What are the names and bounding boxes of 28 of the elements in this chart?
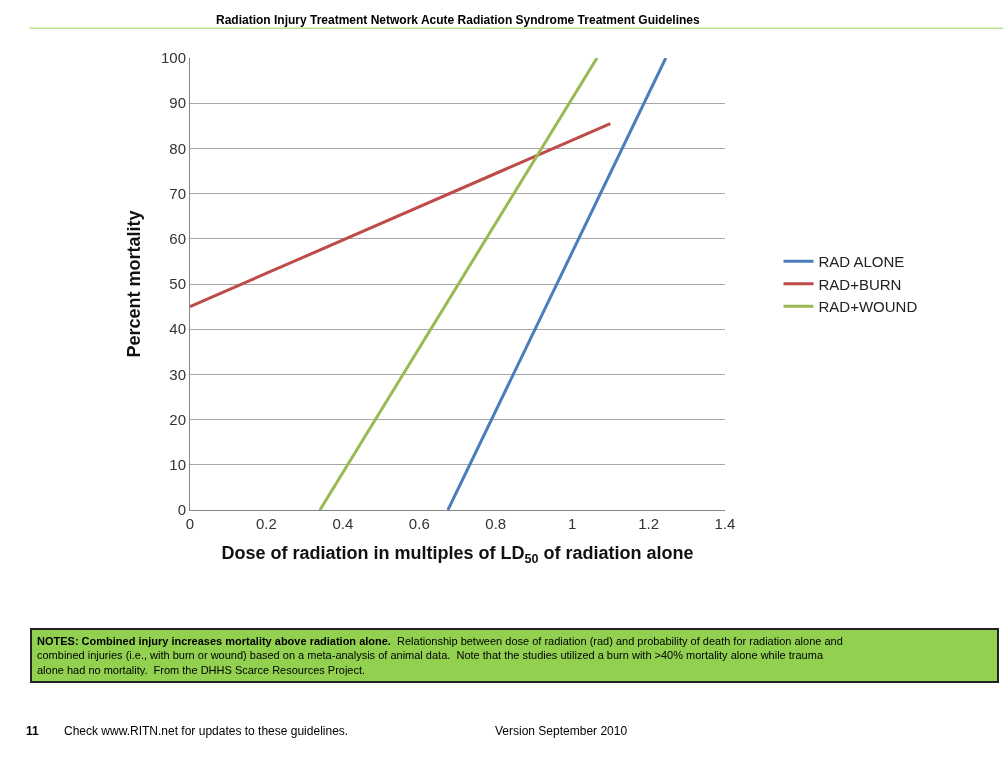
x-tick-label: 0.8 (485, 515, 507, 532)
x-tick-label: 0.6 (408, 515, 430, 532)
text: 11 (26, 724, 40, 738)
x-axis-title: Dose of radiation in multiples of LD$_{50}$ of radiation alone (221, 543, 694, 566)
y-tick-label: 70 (169, 184, 186, 202)
y-tick-label: 20 (169, 410, 186, 428)
y-tick-label: 10 (169, 456, 186, 474)
legend-label: RAD+WOUND (818, 298, 918, 316)
y-tick-label: 0 (177, 501, 186, 519)
x-tick-label: 0.2 (256, 515, 277, 532)
y-tick-label: 90 (169, 94, 186, 112)
text: Version September 2010 (495, 724, 628, 738)
x-tick-label: 1 (567, 515, 577, 532)
y-axis-title: Percent mortality (124, 210, 145, 358)
x-tick-label: 1.4 (714, 515, 736, 532)
y-tick-label: 100 (160, 49, 186, 67)
y-tick-label: 50 (169, 275, 186, 293)
legend-label: RAD ALONE (818, 253, 905, 271)
text: NOTES: Combined injury increases mortality above radiation alone. (37, 635, 391, 647)
y-tick-label: 80 (169, 139, 186, 157)
x-tick-label: 0.4 (332, 515, 354, 532)
y-tick-label: 40 (169, 320, 186, 338)
chart-title: Radiation Injury Treatment Network Acute Radiation Syndrome Treatment Guidelines (216, 13, 700, 27)
x-tick-label: 1.2 (638, 515, 659, 532)
text: Check www.RITN.net for updates to these guidelines. (64, 724, 349, 738)
y-tick-label: 30 (169, 365, 186, 383)
legend-label: RAD+BURN (818, 275, 902, 293)
y-tick-label: 60 (169, 230, 186, 248)
